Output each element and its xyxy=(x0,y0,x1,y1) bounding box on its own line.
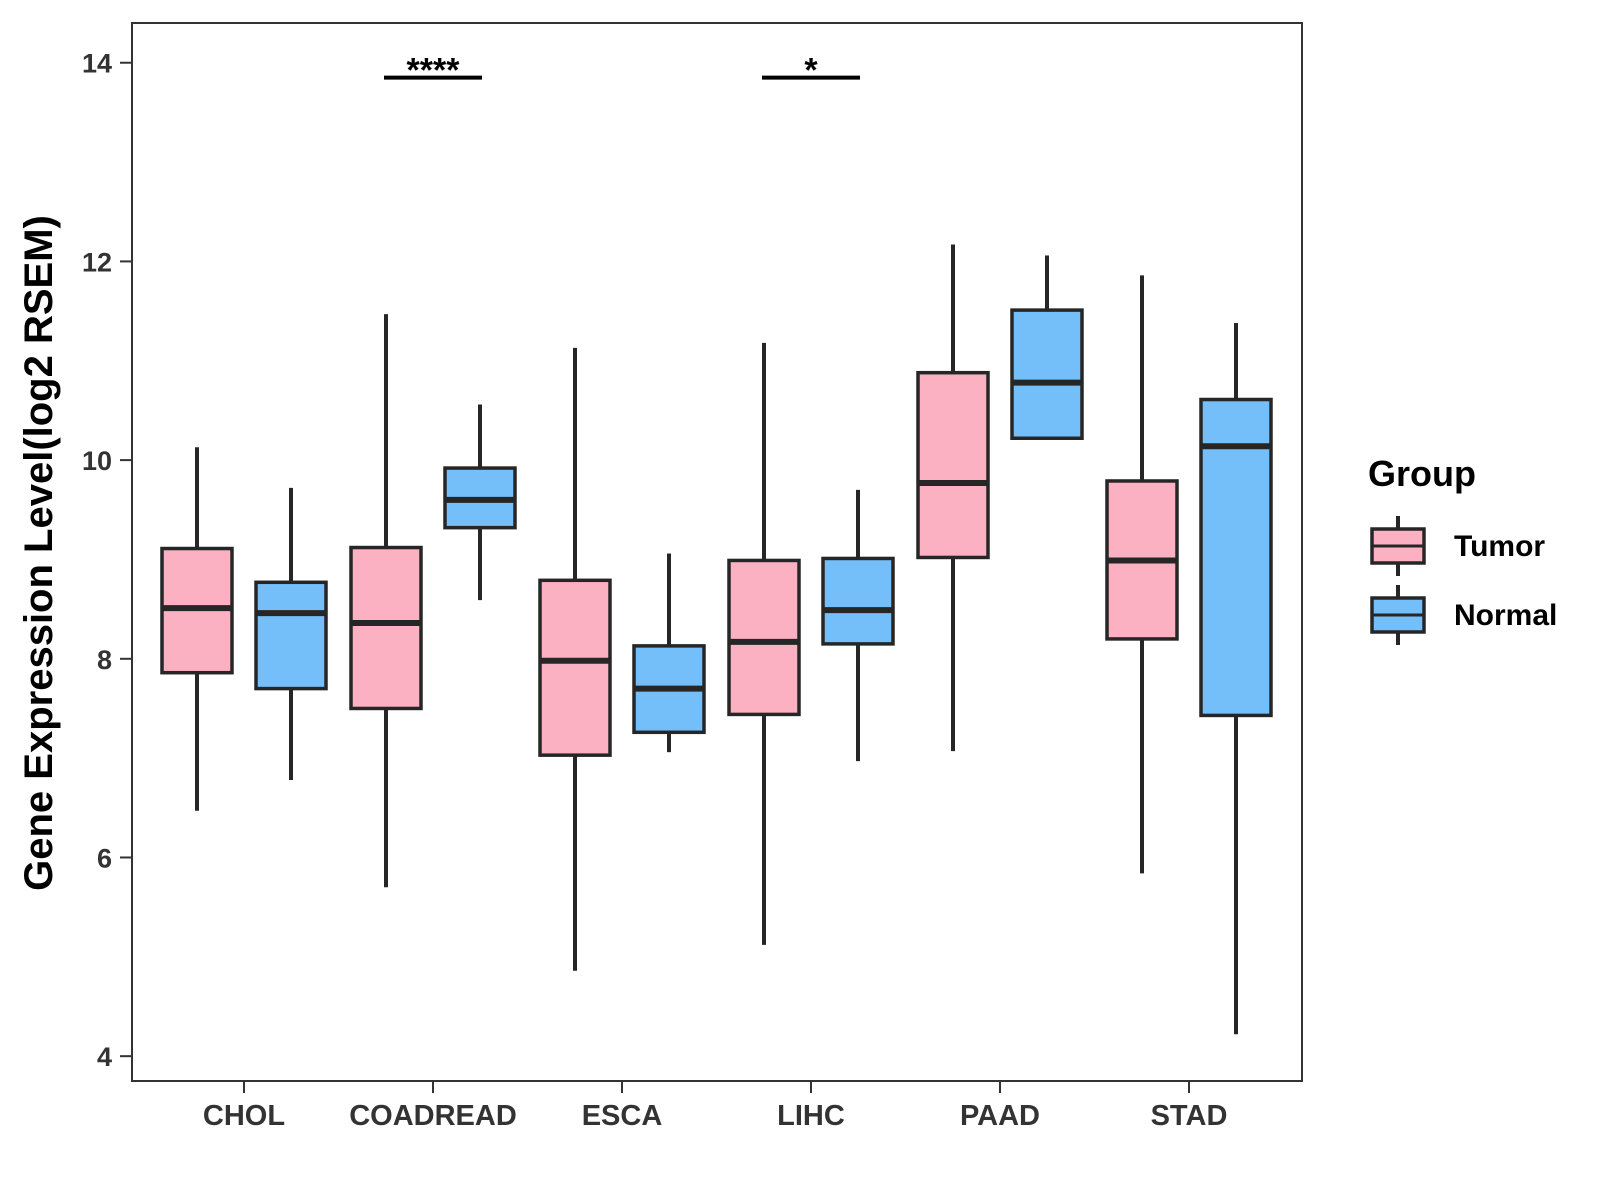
y-tick-label: 4 xyxy=(97,1042,112,1072)
y-tick-label: 10 xyxy=(82,446,112,476)
legend-label: Normal xyxy=(1454,599,1557,632)
y-axis-title: Gene Expression Level(log2 RSEM) xyxy=(17,215,61,891)
legend-label: Tumor xyxy=(1454,530,1545,563)
y-tick-label: 14 xyxy=(82,49,112,79)
x-tick-label: PAAD xyxy=(960,1100,1040,1132)
box-body xyxy=(349,545,423,711)
box-normal-chol xyxy=(254,487,328,780)
box-body xyxy=(727,558,801,717)
box-normal-lihc xyxy=(821,489,895,762)
x-tick-label: LIHC xyxy=(777,1100,845,1132)
y-tick-label: 6 xyxy=(97,843,112,873)
box-normal-coadread xyxy=(443,404,517,601)
box-normal-stad xyxy=(1199,323,1273,1035)
x-tick-label: COADREAD xyxy=(349,1100,517,1132)
box-tumor-paad xyxy=(916,244,990,752)
box-tumor-lihc xyxy=(727,342,801,945)
plot-area: **** * xyxy=(160,52,1273,1035)
y-tick-label: 12 xyxy=(82,247,112,277)
legend-entry-normal: Normal xyxy=(1370,585,1557,645)
x-tick-label: ESCA xyxy=(582,1100,663,1132)
box-body xyxy=(821,556,895,646)
x-tick-label: CHOL xyxy=(203,1100,285,1132)
plot-panel-border xyxy=(131,22,1303,1082)
legend-entry-tumor: Tumor xyxy=(1370,516,1545,576)
box-body xyxy=(1010,308,1084,441)
box-tumor-chol xyxy=(160,447,234,811)
box-tumor-stad xyxy=(1105,275,1179,874)
box-body xyxy=(538,578,612,757)
significance-marker-coadread: **** xyxy=(384,52,482,90)
significance-marker-lihc: * xyxy=(762,52,860,90)
box-normal-esca xyxy=(632,553,706,753)
box-tumor-coadread xyxy=(349,314,423,888)
box-body xyxy=(1199,397,1273,718)
box-body xyxy=(916,370,990,560)
box-normal-paad xyxy=(1010,255,1084,441)
axes: 4 6 8 10 12 14 CHOL COADREAD ESCA LIHC PAAD STAD xyxy=(82,49,1227,1132)
box-body xyxy=(254,580,328,691)
significance-label: * xyxy=(804,52,818,90)
x-tick-label: STAD xyxy=(1151,1100,1228,1132)
y-tick-label: 8 xyxy=(97,645,112,675)
significance-label: **** xyxy=(407,52,461,90)
box-tumor-esca xyxy=(538,347,612,971)
legend: Group Tumor Normal xyxy=(1368,453,1557,645)
legend-title: Group xyxy=(1368,453,1476,494)
